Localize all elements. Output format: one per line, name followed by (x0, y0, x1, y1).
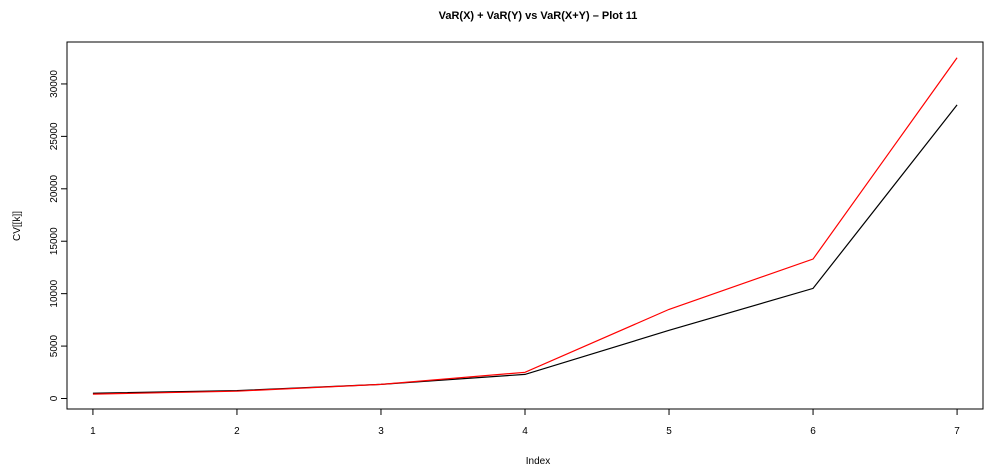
y-tick-label: 25000 (49, 122, 60, 150)
series-line-1 (92, 104, 958, 394)
x-tick-label: 6 (810, 426, 816, 437)
x-tick-label: 2 (234, 426, 240, 437)
x-axis: 1 2 3 4 5 6 7 (90, 408, 960, 437)
series-line-2 (92, 57, 958, 395)
x-tick-label: 1 (90, 426, 96, 437)
y-tick-label: 20000 (49, 174, 60, 202)
x-tick-label: 4 (522, 426, 528, 437)
y-axis: 0 5000 10000 15000 20000 25000 30000 (49, 70, 68, 401)
x-tick-label: 7 (954, 426, 960, 437)
x-tick-label: 3 (378, 426, 384, 437)
x-tick-label: 5 (666, 426, 672, 437)
y-tick-label: 5000 (49, 335, 60, 358)
y-tick-label: 10000 (49, 279, 60, 307)
series-layer (92, 57, 958, 395)
plot-frame (66, 41, 984, 410)
x-axis-label: Index (526, 456, 550, 467)
chart-title: VaR(X) + VaR(Y) vs VaR(X+Y) – Plot 11 (439, 10, 638, 22)
y-tick-label: 0 (49, 395, 60, 401)
y-tick-label: 30000 (49, 70, 60, 98)
y-tick-label: 15000 (49, 227, 60, 255)
y-axis-label: CV[[k]] (12, 211, 23, 241)
